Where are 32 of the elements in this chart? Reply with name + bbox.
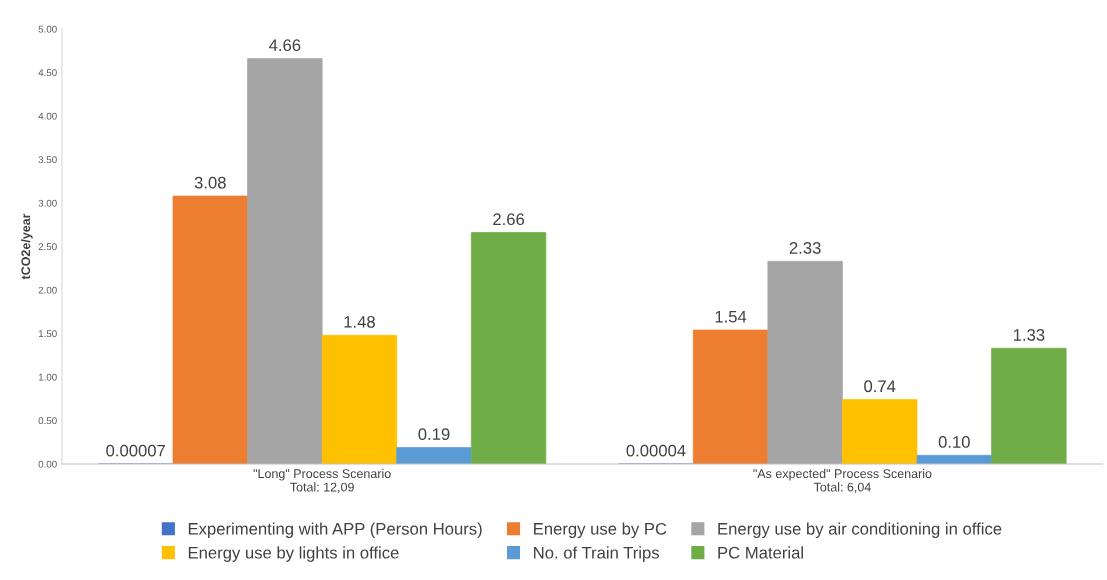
y-tick-label: 3.00 <box>38 199 57 207</box>
data-label: 1.33 <box>1013 329 1045 341</box>
data-label: 3.08 <box>194 176 226 189</box>
y-tick-label: 0.50 <box>38 417 57 425</box>
y-tick-label: 4.00 <box>38 112 57 120</box>
data-label: 0.10 <box>938 436 970 448</box>
y-tick-label: 0.00 <box>38 460 57 468</box>
data-label: 0.74 <box>864 380 896 393</box>
y-tick-label: 1.50 <box>38 330 57 338</box>
y-tick-label: 3.50 <box>38 156 57 164</box>
data-label: 1.54 <box>715 310 747 323</box>
y-tick-label: 4.50 <box>38 69 57 77</box>
y-axis-title: tCO2e/year <box>21 213 33 280</box>
legend-label: No. of Train Trips <box>534 546 659 562</box>
data-label: 2.66 <box>493 213 525 226</box>
y-tick-label: 2.00 <box>38 286 57 294</box>
y-tick-label: 5.00 <box>38 25 57 33</box>
data-label: 4.66 <box>269 39 301 52</box>
legend-label: Experimenting with APP (Person Hours) <box>188 522 482 539</box>
legend-label: Energy use by lights in office <box>188 546 399 562</box>
data-label: 1.48 <box>344 315 375 328</box>
x-tick-label: "As expected" Process Scenario Total: 6,04 <box>753 468 932 493</box>
legend-label: Energy use by PC <box>534 522 667 539</box>
data-label: 0.00004 <box>626 444 686 457</box>
y-tick-label: 2.50 <box>38 243 57 251</box>
data-label: 0.00007 <box>106 444 165 457</box>
x-tick-label: "Long" Process Scenario Total: 12,09 <box>253 468 391 493</box>
legend-label: PC Material <box>718 546 803 559</box>
data-label: 2.33 <box>789 242 821 254</box>
y-tick-label: 1.00 <box>38 373 57 381</box>
data-label: 0.19 <box>418 428 450 441</box>
legend-label: Energy use by air conditioning in office <box>718 522 1002 539</box>
